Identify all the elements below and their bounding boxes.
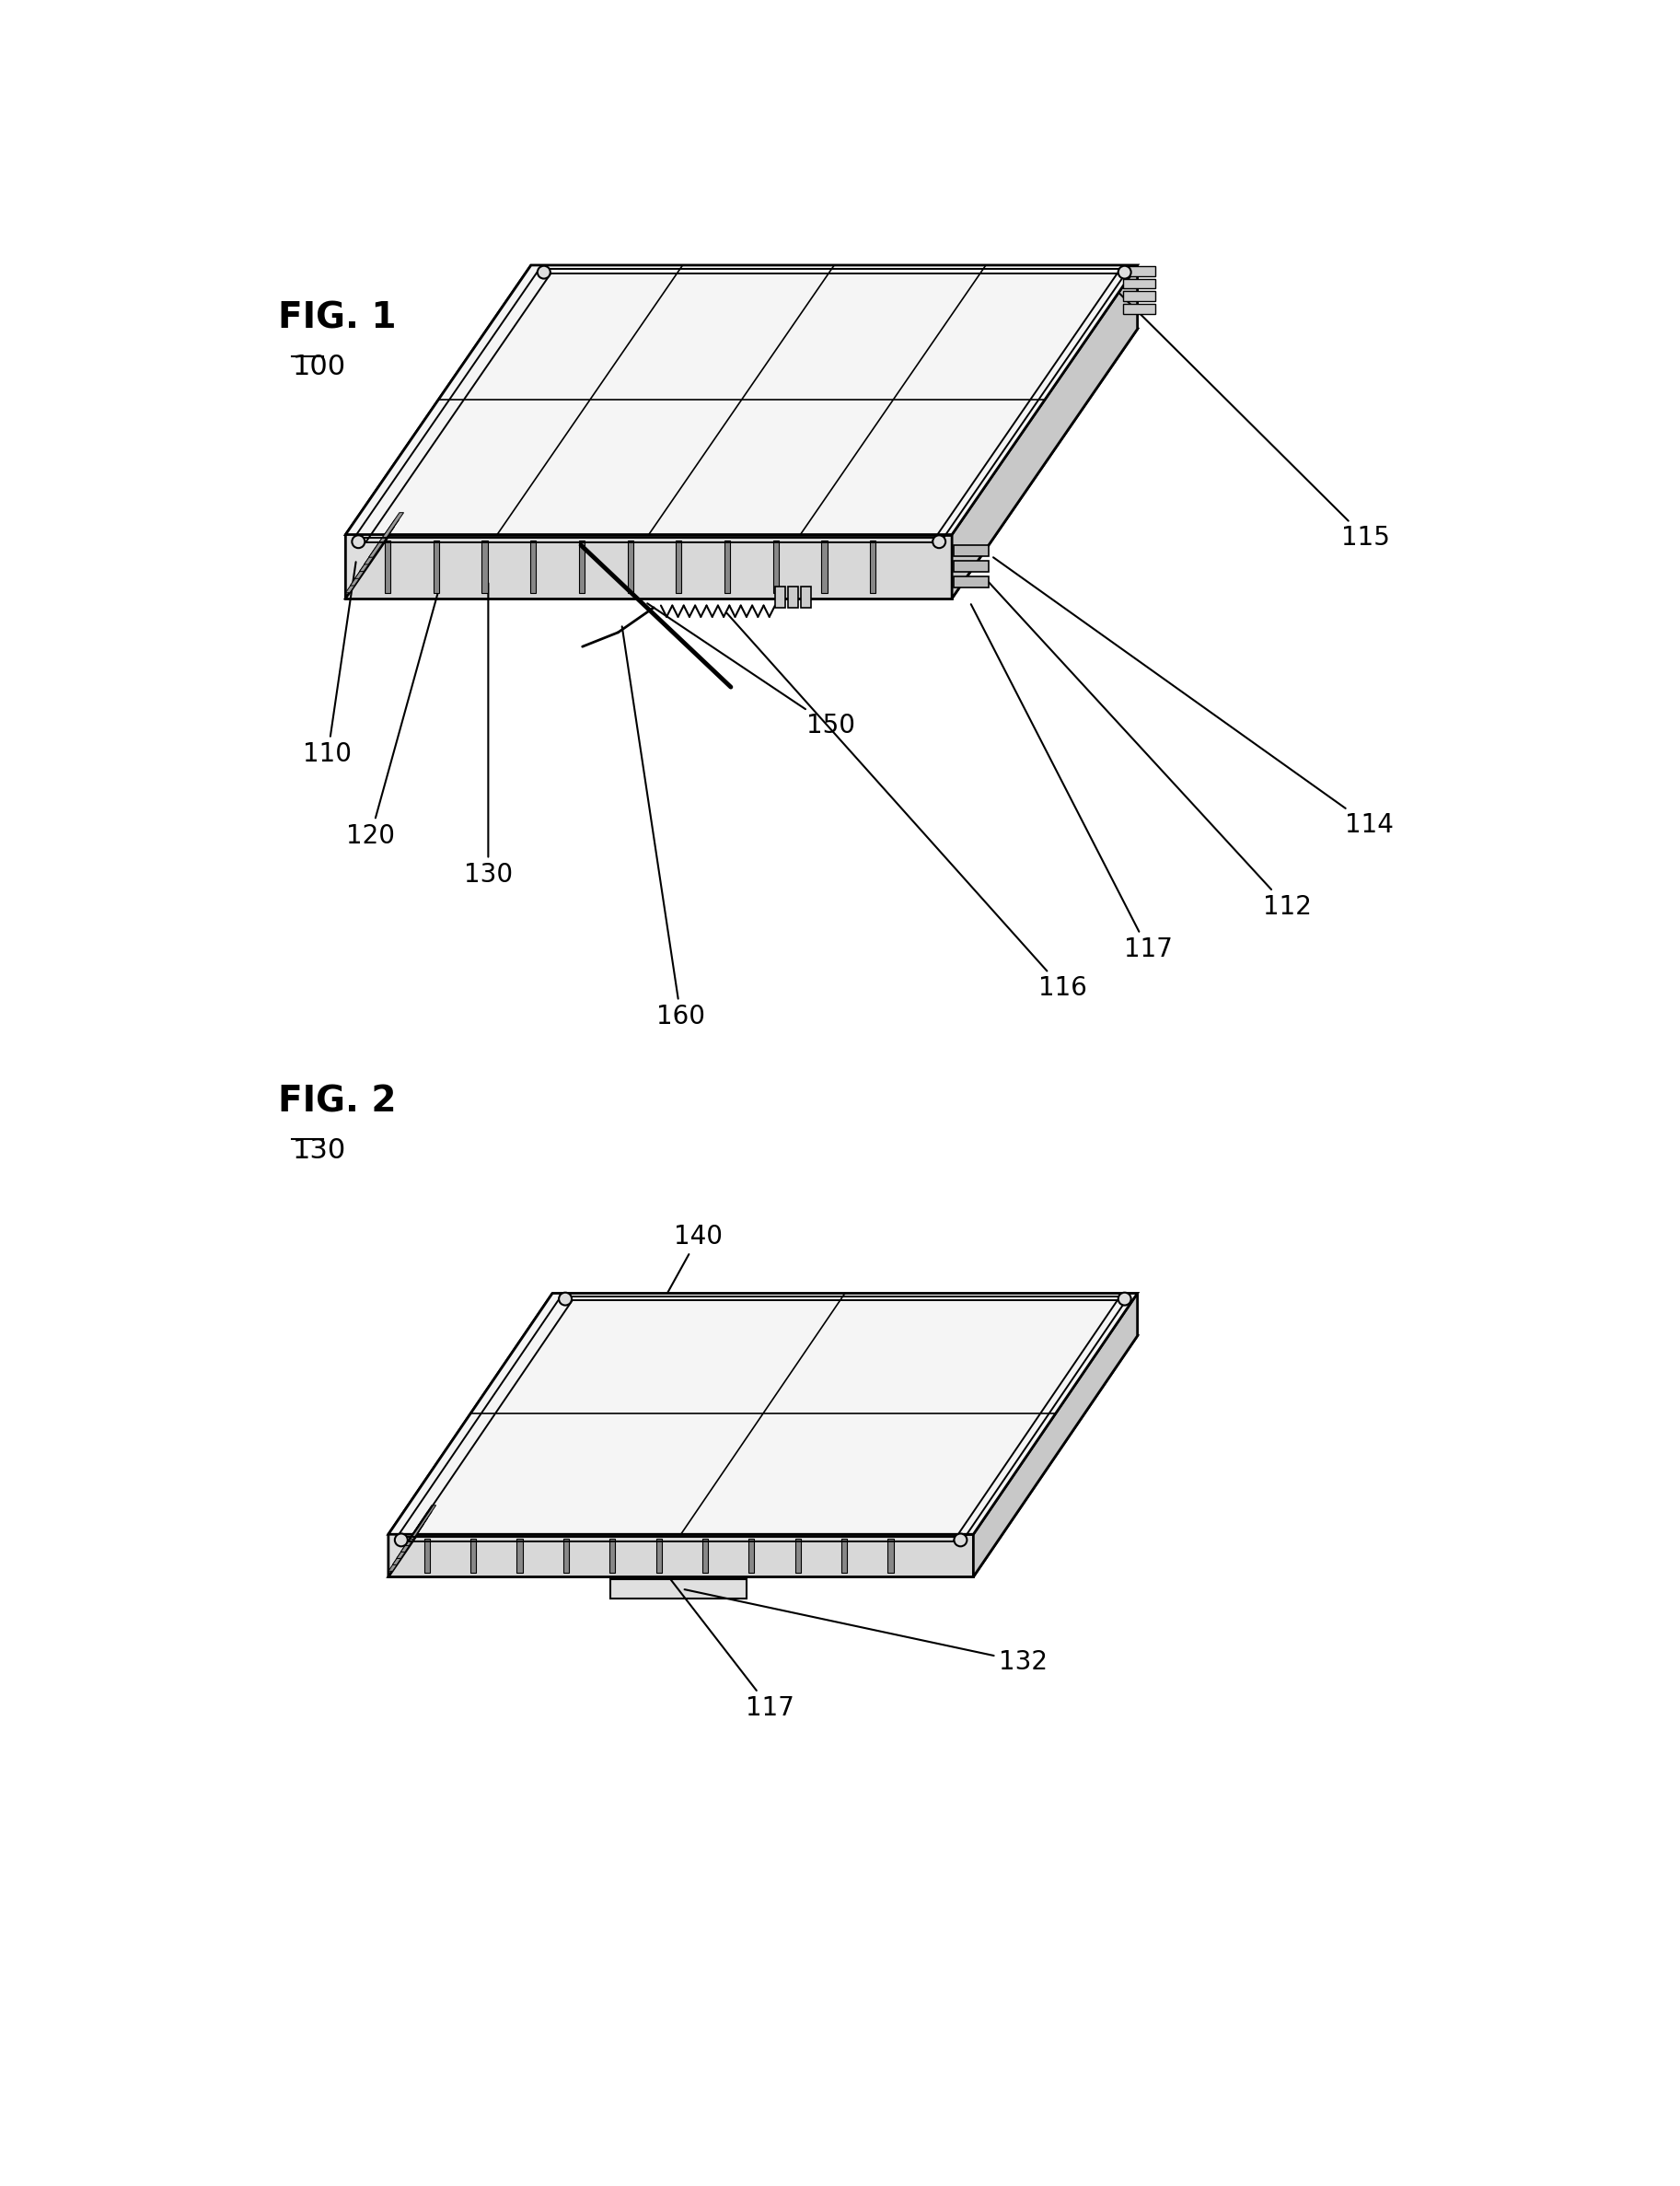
Bar [822, 540, 827, 592]
Bar [385, 540, 390, 592]
Text: 112: 112 [986, 579, 1312, 920]
Text: FIG. 2: FIG. 2 [277, 1084, 396, 1119]
Bar [482, 540, 487, 592]
Circle shape [538, 267, 551, 278]
Text: 117: 117 [971, 603, 1173, 962]
Bar [627, 540, 633, 592]
Polygon shape [400, 1517, 428, 1552]
Circle shape [395, 1535, 408, 1546]
Circle shape [559, 1292, 571, 1305]
Bar [580, 540, 585, 592]
Bar [610, 1578, 746, 1598]
Text: 130: 130 [292, 1137, 346, 1163]
Bar [774, 586, 785, 608]
Polygon shape [346, 328, 1137, 599]
Bar [1124, 278, 1156, 289]
Polygon shape [405, 1511, 432, 1546]
Bar [724, 540, 731, 592]
Bar [1124, 291, 1156, 302]
Polygon shape [349, 540, 385, 586]
Bar [1124, 304, 1156, 315]
Circle shape [1119, 1292, 1131, 1305]
Bar [1124, 267, 1156, 275]
Text: 140: 140 [543, 396, 601, 527]
Polygon shape [388, 1537, 415, 1572]
Bar [870, 540, 875, 592]
Bar [788, 586, 798, 608]
Bar [517, 1539, 522, 1572]
Bar [953, 562, 990, 573]
Text: 117: 117 [670, 1580, 795, 1720]
Bar [842, 1539, 847, 1572]
Circle shape [1119, 267, 1131, 278]
Circle shape [353, 536, 365, 549]
Bar [953, 577, 990, 588]
Bar [610, 1539, 615, 1572]
Bar [433, 540, 438, 592]
Polygon shape [346, 536, 953, 599]
Polygon shape [360, 527, 395, 571]
Bar [773, 540, 778, 592]
Bar [531, 540, 536, 592]
Polygon shape [346, 549, 380, 592]
Bar [801, 586, 811, 608]
Circle shape [954, 1535, 968, 1546]
Text: 120: 120 [346, 595, 437, 848]
Polygon shape [396, 1524, 423, 1559]
Polygon shape [346, 265, 531, 599]
Bar [470, 1539, 475, 1572]
Text: 110: 110 [304, 562, 356, 767]
Text: 115: 115 [1097, 271, 1389, 551]
Circle shape [932, 536, 946, 549]
Bar [563, 1539, 570, 1572]
Text: 140: 140 [534, 1224, 722, 1532]
Bar [953, 544, 990, 557]
Polygon shape [973, 1294, 1137, 1576]
Bar [749, 1539, 754, 1572]
Polygon shape [953, 265, 1137, 599]
Polygon shape [393, 1530, 420, 1565]
Polygon shape [388, 1294, 1137, 1535]
Polygon shape [388, 1294, 553, 1576]
Bar [887, 1539, 894, 1572]
Polygon shape [365, 520, 400, 564]
Text: 116: 116 [727, 612, 1087, 1001]
Polygon shape [346, 265, 1137, 536]
Bar [675, 540, 682, 592]
Text: FIG. 1: FIG. 1 [277, 302, 396, 337]
Bar [655, 1539, 662, 1572]
Polygon shape [408, 1506, 437, 1539]
Bar [795, 1539, 801, 1572]
Text: 114: 114 [993, 557, 1394, 837]
Bar [702, 1539, 707, 1572]
Text: 100: 100 [292, 354, 346, 380]
Text: 132: 132 [684, 1589, 1048, 1674]
Text: 150: 150 [647, 603, 855, 739]
Polygon shape [354, 533, 390, 579]
Text: 130: 130 [464, 584, 512, 888]
Polygon shape [368, 512, 403, 557]
Text: 160: 160 [622, 627, 706, 1030]
Polygon shape [388, 1535, 973, 1576]
Bar [423, 1539, 430, 1572]
Polygon shape [388, 1336, 1137, 1576]
